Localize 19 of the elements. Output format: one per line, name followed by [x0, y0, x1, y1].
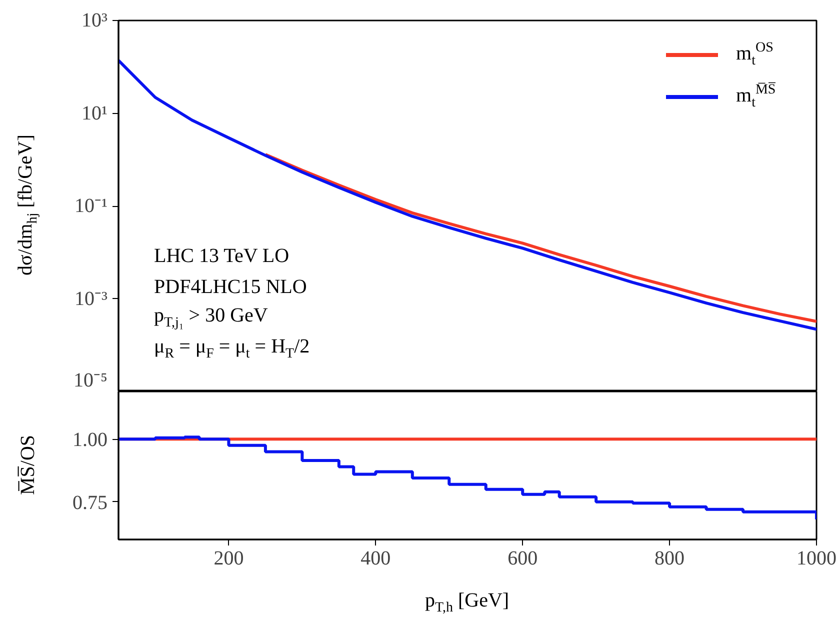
- y-tick-label: 10⁻³: [74, 288, 108, 310]
- y-tick-label: 10⁻⁵: [74, 370, 108, 392]
- x-tick-label: 600: [508, 548, 538, 570]
- annotation: LHC 13 TeV LO: [154, 245, 290, 267]
- x-axis-title: p$_{T,h}$ [GeV]: [424, 590, 510, 616]
- y-axis-title: M̅S̅/OS: [17, 434, 39, 496]
- y-tick-label: 10⁻¹: [74, 195, 108, 217]
- x-tick-label: 400: [360, 548, 391, 570]
- annotation: PDF4LHC15 NLO: [154, 276, 307, 298]
- y-tick-label: 0.75: [72, 492, 108, 514]
- line-series: [118, 58, 816, 331]
- y-tick-label: 1.00: [72, 429, 108, 452]
- x-tick-label: 200: [214, 548, 244, 570]
- y-tick-label: 10³: [82, 10, 108, 32]
- x-tick-label: 1000: [796, 548, 836, 570]
- x-tick-label: 800: [654, 548, 685, 570]
- text: μ$_{R}$ = μ$_{F}$ = μ$_{t}$ = H$_{T}$/2: [154, 336, 310, 362]
- y-tick-label: 10¹: [82, 102, 108, 124]
- annotation: p$_{T,j₁}$ > 30 GeV: [154, 304, 268, 330]
